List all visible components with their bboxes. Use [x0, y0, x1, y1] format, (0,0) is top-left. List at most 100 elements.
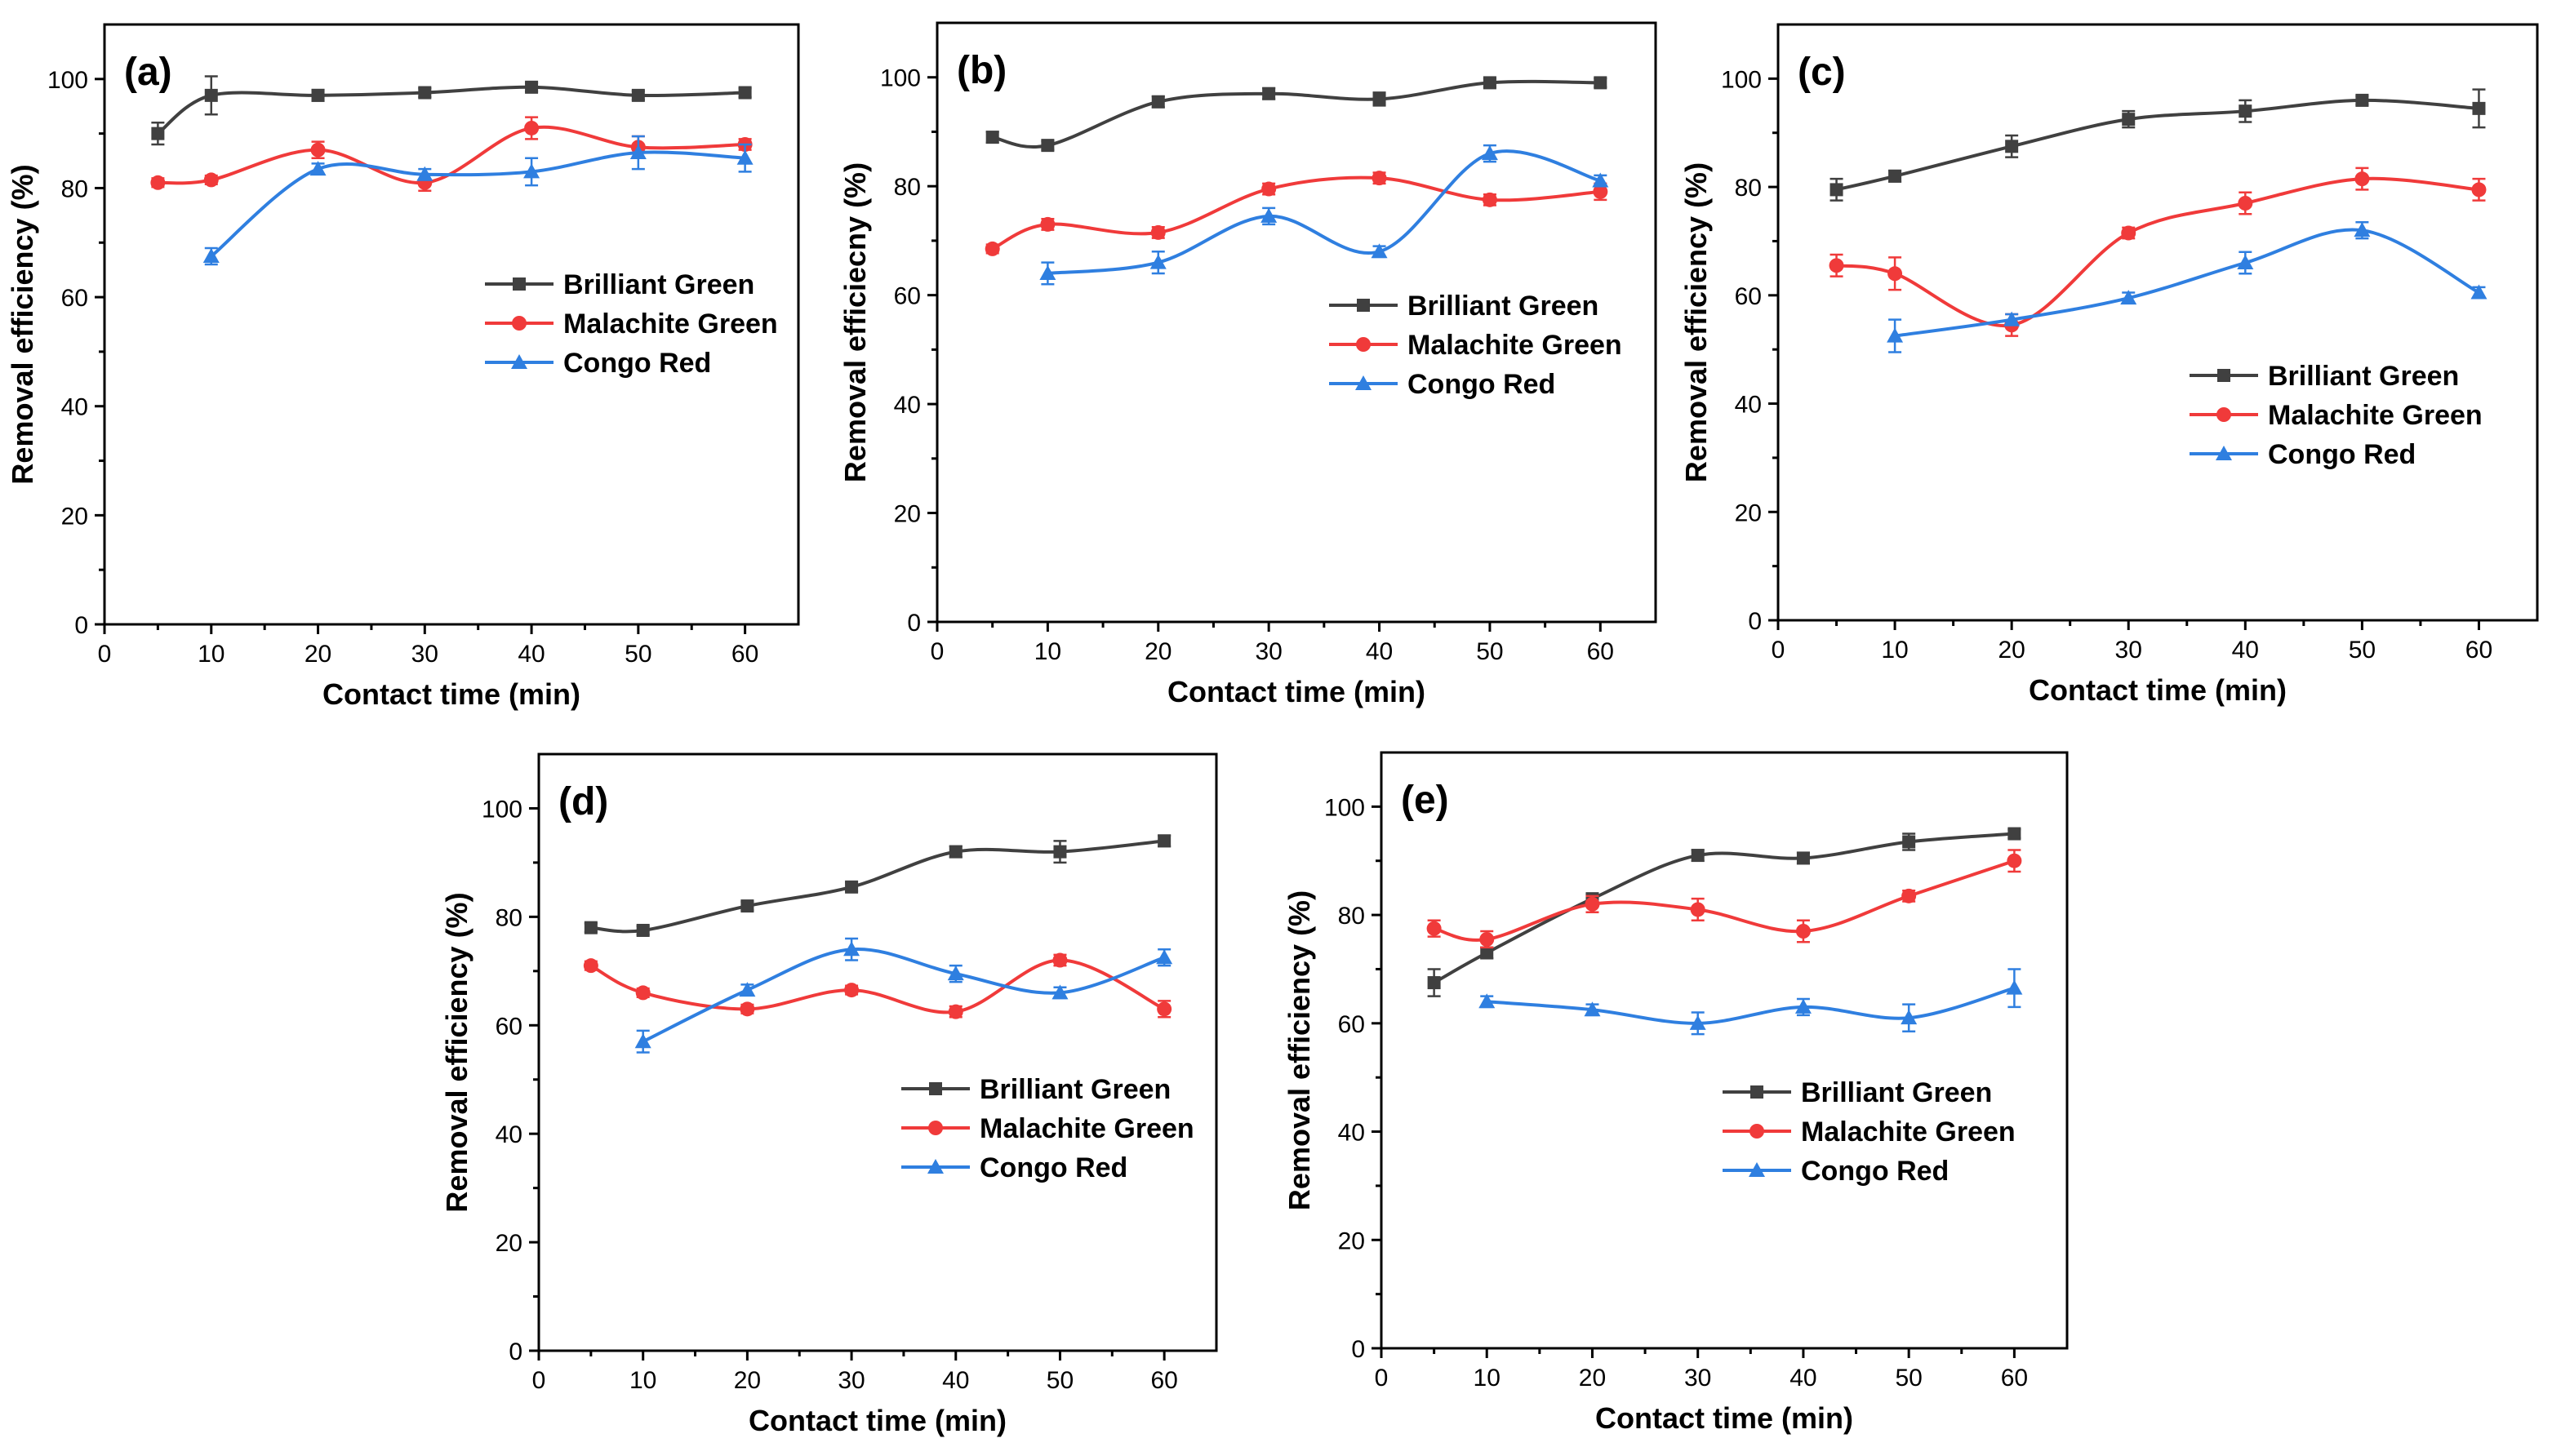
panel-label: (d) — [558, 780, 608, 823]
x-tick-label: 30 — [1684, 1365, 1711, 1392]
y-tick-label: 20 — [894, 501, 921, 528]
series-line — [1836, 98, 2479, 192]
data-point — [2471, 182, 2487, 198]
legend-marker — [513, 277, 526, 291]
data-point — [1594, 76, 1607, 90]
series-brilliant-green — [985, 76, 1607, 153]
y-axis-title: Removal efficiency (%) — [1679, 162, 1713, 482]
data-point — [524, 120, 540, 135]
data-point — [1478, 993, 1496, 1009]
data-point — [1482, 192, 1497, 207]
x-tick-label: 20 — [305, 641, 331, 668]
series-congo-red — [202, 135, 754, 266]
x-tick-label: 60 — [1150, 1367, 1177, 1394]
series-line — [589, 958, 1166, 1014]
x-tick-label: 40 — [1366, 638, 1393, 665]
x-tick-label: 40 — [518, 641, 545, 668]
data-point — [584, 921, 598, 934]
data-point — [2239, 104, 2252, 118]
y-tick-label: 60 — [1735, 283, 1762, 310]
x-tick-label: 40 — [942, 1367, 969, 1394]
y-tick-label: 60 — [894, 283, 921, 310]
y-tick-label: 80 — [496, 904, 522, 931]
data-point — [1901, 888, 1917, 903]
y-tick-label: 40 — [1735, 392, 1762, 419]
x-axis-title: Contact time (min) — [2029, 673, 2287, 707]
x-tick-label: 60 — [2001, 1365, 2028, 1392]
data-point — [2005, 140, 2019, 153]
data-point — [418, 86, 432, 100]
legend-marker — [1355, 375, 1372, 390]
data-point — [2238, 196, 2253, 211]
x-tick-label: 40 — [1790, 1365, 1816, 1392]
x-tick-label: 0 — [1772, 637, 1785, 664]
legend-marker — [2216, 407, 2231, 422]
series-line — [1894, 228, 2480, 338]
panel-e: 0 10 20 30 40 50 60 0 20 40 60 80 100 Contact time (m… — [1283, 751, 2069, 1435]
x-tick-label: 20 — [734, 1367, 761, 1394]
y-tick-label: 80 — [1338, 903, 1365, 930]
plot-frame — [936, 21, 1657, 624]
y-tick-label: 80 — [1735, 175, 1762, 202]
data-point — [631, 88, 645, 102]
y-tick-label: 40 — [894, 392, 921, 419]
series-malachite-green — [985, 171, 1608, 256]
x-tick-label: 50 — [1047, 1367, 1074, 1394]
x-tick-label: 60 — [731, 641, 758, 668]
panel-label: (c) — [1798, 51, 1846, 94]
series-line — [991, 175, 1601, 251]
x-tick-label: 10 — [1881, 637, 1908, 664]
data-point — [1052, 952, 1068, 968]
data-point — [2007, 827, 2021, 841]
data-point — [1481, 145, 1498, 161]
plot-frame — [1380, 751, 2069, 1350]
data-point — [523, 163, 540, 179]
y-axis-title: Removal efficiecny (%) — [838, 162, 872, 482]
legend-marker — [927, 1159, 944, 1174]
legend-label: Malachite Green — [1407, 330, 1622, 361]
data-point — [525, 80, 539, 94]
data-point — [740, 1001, 755, 1017]
series-line — [1433, 832, 2015, 984]
x-tick-label: 20 — [1145, 638, 1172, 665]
y-tick-label: 60 — [61, 285, 88, 312]
data-point — [1041, 139, 1055, 153]
y-tick-label: 40 — [1338, 1120, 1365, 1147]
data-point — [843, 941, 860, 957]
legend-marker — [512, 316, 527, 331]
data-point — [1795, 924, 1811, 939]
plot-frame — [103, 23, 800, 626]
data-point — [2007, 853, 2022, 868]
data-point — [636, 923, 650, 937]
data-point — [1262, 87, 1276, 100]
data-point — [1480, 946, 1494, 960]
data-point — [634, 1033, 651, 1049]
y-tick-label: 0 — [907, 610, 921, 637]
data-point — [1156, 949, 1173, 965]
y-tick-label: 20 — [1735, 499, 1762, 526]
y-tick-label: 0 — [509, 1338, 522, 1365]
series-line — [1836, 176, 2479, 328]
data-point — [1691, 849, 1705, 863]
y-tick-label: 0 — [74, 612, 88, 639]
data-point — [1149, 254, 1167, 269]
y-tick-label: 80 — [61, 175, 88, 202]
series-line — [992, 79, 1601, 149]
data-point — [1151, 95, 1165, 109]
series-line — [157, 85, 745, 135]
data-point — [1901, 1010, 1918, 1025]
data-point — [1888, 169, 1902, 183]
legend-marker — [511, 354, 527, 369]
data-point — [1902, 835, 1916, 849]
x-tick-label: 0 — [98, 641, 112, 668]
panel-label: (a) — [124, 51, 172, 94]
x-tick-label: 50 — [625, 641, 651, 668]
legend-marker — [2216, 446, 2232, 460]
legend: Brilliant Green Malachite Green Congo Red — [1329, 291, 1622, 400]
x-tick-label: 60 — [1587, 638, 1614, 665]
series-line — [642, 947, 1165, 1044]
data-point — [1593, 184, 1608, 199]
data-point — [1040, 216, 1056, 232]
panel-b: 0 10 20 30 40 50 60 0 20 40 60 80 100 Contact time (m… — [838, 21, 1657, 708]
series-line — [1434, 859, 2016, 942]
